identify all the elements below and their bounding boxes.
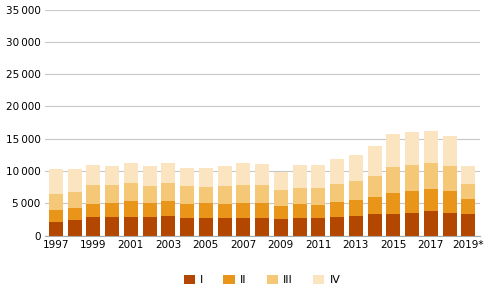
Bar	[255, 185, 269, 203]
Bar	[218, 186, 232, 204]
Bar	[424, 189, 438, 211]
Bar	[274, 206, 288, 220]
Bar	[162, 201, 175, 216]
Bar	[461, 199, 475, 214]
Bar	[405, 165, 419, 191]
Bar	[49, 222, 63, 236]
Bar	[49, 194, 63, 210]
Bar	[162, 163, 175, 183]
Bar	[199, 187, 213, 203]
Bar	[68, 169, 82, 192]
Bar	[349, 155, 363, 181]
Bar	[218, 166, 232, 186]
Bar	[124, 201, 138, 217]
Bar	[105, 217, 119, 236]
Bar	[142, 217, 157, 236]
Bar	[311, 218, 326, 236]
Bar	[68, 220, 82, 236]
Bar	[49, 169, 63, 194]
Bar	[311, 165, 326, 188]
Bar	[293, 204, 306, 218]
Bar	[105, 185, 119, 203]
Bar	[349, 200, 363, 216]
Bar	[236, 218, 250, 236]
Bar	[86, 204, 100, 217]
Bar	[105, 166, 119, 185]
Bar	[199, 168, 213, 187]
Bar	[442, 166, 457, 191]
Bar	[386, 133, 400, 167]
Bar	[180, 218, 194, 236]
Bar	[255, 203, 269, 218]
Bar	[405, 191, 419, 213]
Bar	[293, 165, 306, 188]
Bar	[236, 185, 250, 203]
Bar	[442, 213, 457, 236]
Bar	[311, 188, 326, 204]
Bar	[68, 208, 82, 220]
Bar	[442, 136, 457, 166]
Bar	[218, 218, 232, 236]
Bar	[68, 192, 82, 208]
Bar	[236, 163, 250, 185]
Bar	[311, 204, 326, 218]
Bar	[461, 166, 475, 184]
Bar	[386, 193, 400, 214]
Bar	[86, 185, 100, 204]
Bar	[49, 210, 63, 222]
Bar	[124, 183, 138, 201]
Bar	[199, 218, 213, 236]
Bar	[405, 132, 419, 165]
Bar	[424, 163, 438, 189]
Bar	[330, 202, 344, 217]
Bar	[386, 167, 400, 193]
Bar	[368, 176, 382, 197]
Bar	[330, 159, 344, 184]
Bar	[461, 214, 475, 236]
Bar	[424, 131, 438, 163]
Bar	[368, 214, 382, 236]
Bar	[368, 146, 382, 176]
Bar	[162, 183, 175, 201]
Bar	[218, 204, 232, 218]
Bar	[368, 197, 382, 214]
Bar	[86, 165, 100, 185]
Bar	[330, 217, 344, 236]
Bar	[199, 203, 213, 218]
Bar	[349, 216, 363, 236]
Bar	[293, 218, 306, 236]
Bar	[349, 181, 363, 200]
Bar	[142, 186, 157, 203]
Bar	[124, 163, 138, 183]
Bar	[180, 186, 194, 204]
Bar	[255, 164, 269, 185]
Bar	[405, 213, 419, 236]
Bar	[274, 220, 288, 236]
Bar	[162, 216, 175, 236]
Bar	[142, 203, 157, 217]
Bar	[274, 172, 288, 190]
Bar	[386, 214, 400, 236]
Bar	[180, 204, 194, 218]
Bar	[330, 184, 344, 202]
Bar	[461, 184, 475, 199]
Bar	[255, 218, 269, 236]
Bar	[274, 190, 288, 206]
Bar	[236, 203, 250, 218]
Bar	[442, 191, 457, 213]
Bar	[142, 166, 157, 186]
Bar	[293, 188, 306, 204]
Bar	[105, 203, 119, 217]
Bar	[180, 168, 194, 186]
Bar	[124, 217, 138, 236]
Bar	[86, 217, 100, 236]
Bar	[424, 211, 438, 236]
Legend: I, II, III, IV: I, II, III, IV	[179, 271, 345, 290]
